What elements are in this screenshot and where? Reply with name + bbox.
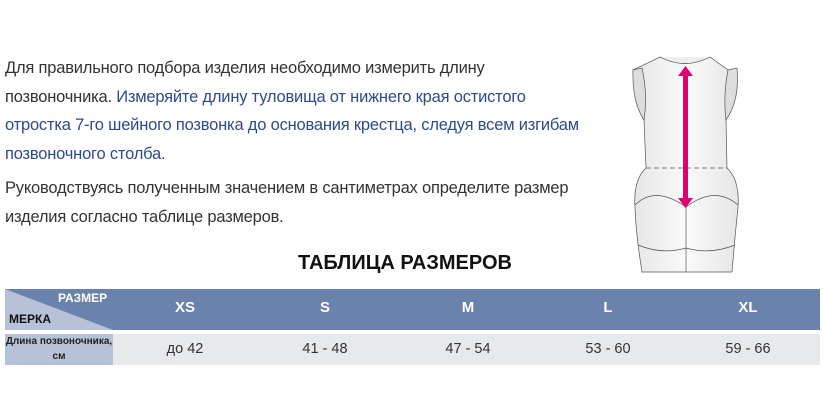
- size-header: M: [461, 299, 475, 316]
- table-cell: 47 - 54: [445, 341, 491, 357]
- guidance-paragraph: Руководствуясь полученным значением в са…: [5, 179, 569, 226]
- table-header-row: [5, 289, 820, 330]
- size-header: XL: [738, 299, 758, 316]
- row-label: Длина позвоночника, см: [5, 334, 113, 365]
- size-header: S: [319, 299, 330, 316]
- corner-measure-label: МЕРКА: [9, 312, 51, 326]
- size-header: L: [603, 299, 613, 316]
- table-row: [5, 334, 820, 365]
- measurement-arrow: [678, 66, 693, 208]
- intro-paragraph: Для правильного подбора изделия необходи…: [5, 54, 595, 168]
- measure-instruction: Измеряйте длину туловища от нижнего края…: [5, 87, 579, 163]
- size-header: XS: [174, 299, 195, 316]
- corner-diagonal: [5, 289, 113, 330]
- corner-size-label: РАЗМЕР: [58, 291, 108, 305]
- size-table-title: ТАБЛИЦА РАЗМЕРОВ: [298, 252, 512, 274]
- table-cell: 59 - 66: [725, 341, 771, 357]
- intro-text: Для правильного подбора изделия необходи…: [5, 59, 485, 106]
- body-back-illustration: [632, 56, 739, 273]
- table-cell: до 42: [166, 341, 204, 357]
- table-cell: 53 - 60: [585, 341, 631, 357]
- table-cell: 41 - 48: [302, 341, 348, 357]
